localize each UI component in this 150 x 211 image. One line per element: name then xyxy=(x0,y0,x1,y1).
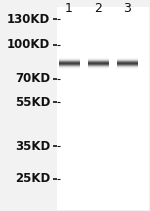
Text: 3: 3 xyxy=(123,3,131,15)
Text: 25KD: 25KD xyxy=(15,172,50,185)
Bar xyxy=(57,7,149,210)
Text: 130KD: 130KD xyxy=(7,13,50,26)
Text: 35KD: 35KD xyxy=(15,139,50,153)
Text: 1: 1 xyxy=(65,3,73,15)
Text: 70KD: 70KD xyxy=(15,73,50,85)
Text: 100KD: 100KD xyxy=(7,38,50,51)
Text: 2: 2 xyxy=(94,3,102,15)
Text: 55KD: 55KD xyxy=(15,96,50,109)
